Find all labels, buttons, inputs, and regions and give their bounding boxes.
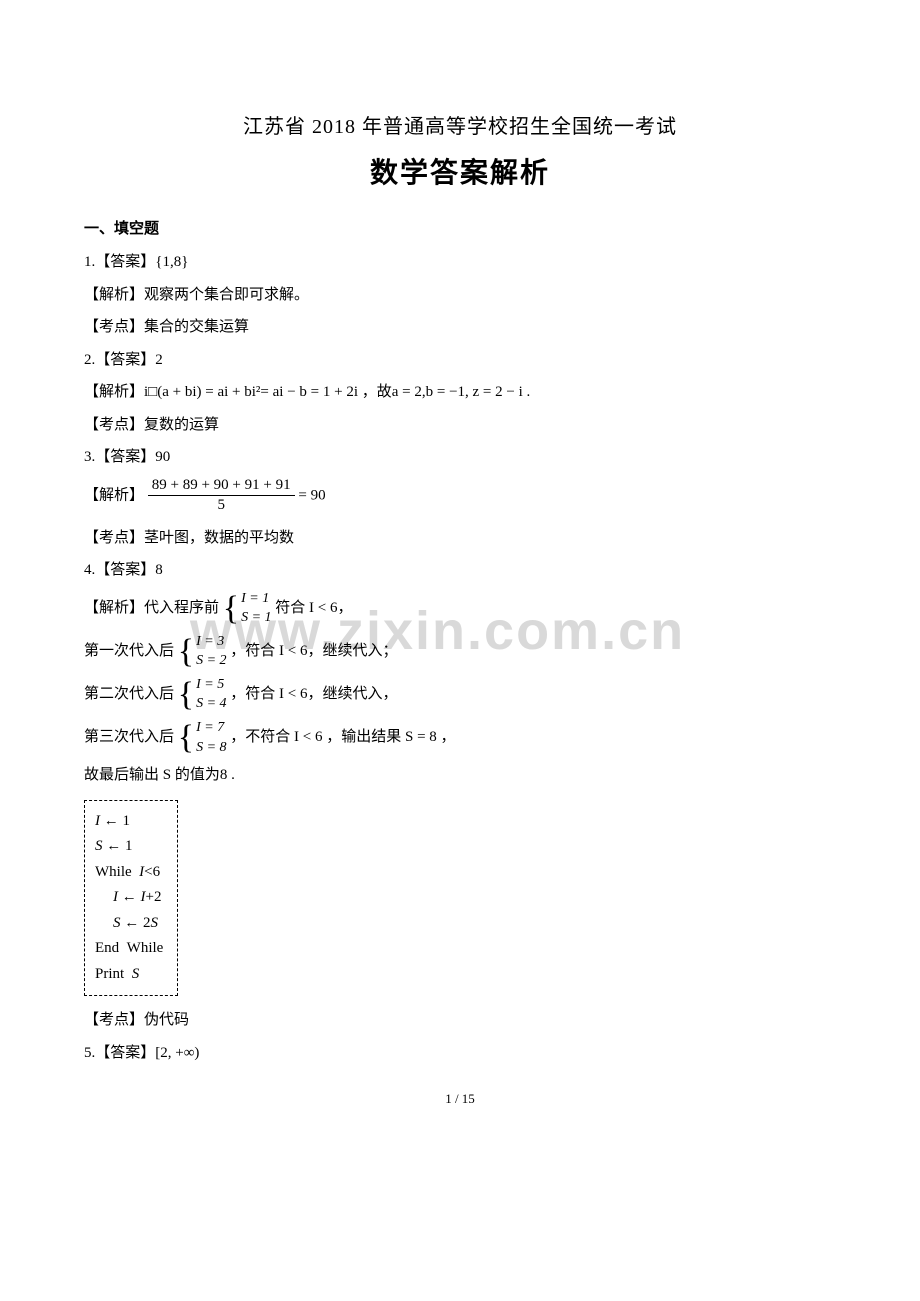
q4-step1: 第一次代入后 { I = 3 S = 2 ，符合 I < 6，继续代入；: [84, 632, 836, 671]
q4-cases1-r1: I = 3: [196, 632, 226, 652]
code-l4: I ← I+2: [95, 885, 163, 911]
q4-cases3: { I = 7 S = 8: [178, 718, 227, 757]
q4-cases2-r2: S = 4: [196, 694, 226, 714]
q4-step3-post: ，不符合 I < 6 ，输出结果 S = 8 ，: [230, 729, 455, 745]
q4-step3: 第三次代入后 { I = 7 S = 8 ，不符合 I < 6 ，输出结果 S …: [84, 718, 836, 757]
code-l2: S ← 1: [95, 834, 163, 860]
q4-cases3-r2: S = 8: [196, 738, 226, 758]
brace-icon: {: [178, 724, 194, 751]
doc-title-line2: 数学答案解析: [84, 151, 836, 191]
q4-cases0-r1: I = 1: [241, 589, 271, 609]
brace-icon: {: [178, 681, 194, 708]
q4-step2-post: ，符合 I < 6，继续代入，: [230, 686, 397, 702]
q4-cases2: { I = 5 S = 4: [178, 675, 227, 714]
q1-explanation: 【解析】观察两个集合即可求解。: [84, 281, 836, 310]
q3-fraction: 89 + 89 + 90 + 91 + 91 5: [148, 476, 295, 516]
q4-conclusion: 故最后输出 S 的值为8 .: [84, 761, 836, 790]
q4-topic: 【考点】伪代码: [84, 1006, 836, 1035]
q4-step0-post: 符合 I < 6，: [275, 600, 352, 616]
section-header: 一、填空题: [84, 217, 836, 238]
q4-answer: 4.【答案】8: [84, 556, 836, 585]
q3-answer: 3.【答案】90: [84, 443, 836, 472]
q3-topic: 【考点】茎叶图，数据的平均数: [84, 524, 836, 553]
q4-step0: 【解析】代入程序前 { I = 1 S = 1 符合 I < 6，: [84, 589, 836, 628]
q4-step2: 第二次代入后 { I = 5 S = 4 ，符合 I < 6，继续代入，: [84, 675, 836, 714]
q4-cases0: { I = 1 S = 1: [223, 589, 272, 628]
pseudocode-box: I ← 1 S ← 1 While I<6 I ← I+2 S ← 2S End…: [84, 800, 178, 997]
q2-topic: 【考点】复数的运算: [84, 411, 836, 440]
q2-explanation: 【解析】i□(a + bi) = ai + bi²= ai − b = 1 + …: [84, 378, 836, 407]
q3-explanation: 【解析】 89 + 89 + 90 + 91 + 91 5 = 90: [84, 476, 836, 516]
q3-frac-numerator: 89 + 89 + 90 + 91 + 91: [148, 476, 295, 497]
q4-step2-pre: 第二次代入后: [84, 686, 174, 702]
q4-cases0-r2: S = 1: [241, 608, 271, 628]
q2-answer: 2.【答案】2: [84, 346, 836, 375]
brace-icon: {: [178, 638, 194, 665]
brace-icon: {: [223, 595, 239, 622]
q4-step0-pre: 【解析】代入程序前: [84, 600, 219, 616]
q1-answer: 1.【答案】{1,8}: [84, 248, 836, 277]
q5-answer: 5.【答案】[2, +∞): [84, 1039, 836, 1068]
q4-cases2-r1: I = 5: [196, 675, 226, 695]
q4-cases3-r1: I = 7: [196, 718, 226, 738]
code-l6: End While: [95, 936, 163, 962]
doc-title-line1: 江苏省 2018 年普通高等学校招生全国统一考试: [84, 110, 836, 139]
q4-cases1: { I = 3 S = 2: [178, 632, 227, 671]
page-number: 1 / 15: [0, 1091, 920, 1107]
q4-step1-post: ，符合 I < 6，继续代入；: [230, 643, 397, 659]
q4-cases1-r2: S = 2: [196, 651, 226, 671]
q3-frac-denominator: 5: [148, 496, 295, 516]
q3-equals: = 90: [298, 487, 325, 503]
q4-step3-pre: 第三次代入后: [84, 729, 174, 745]
q3-expl-prefix: 【解析】: [84, 487, 144, 503]
code-l1: I ← 1: [95, 809, 163, 835]
code-l3: While I<6: [95, 860, 163, 886]
q1-topic: 【考点】集合的交集运算: [84, 313, 836, 342]
code-l7: Print S: [95, 962, 163, 988]
code-l5: S ← 2S: [95, 911, 163, 937]
q4-step1-pre: 第一次代入后: [84, 643, 174, 659]
